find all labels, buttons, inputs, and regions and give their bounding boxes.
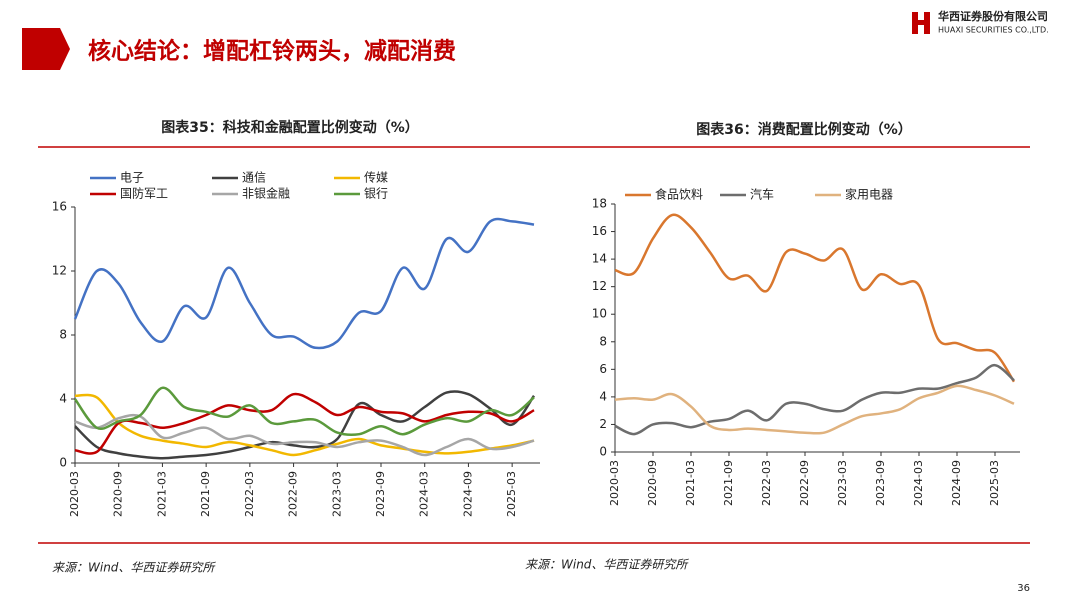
x-tick-label: 2022-03 [760,460,773,506]
x-tick-label: 2024-09 [461,471,474,517]
logo-icon [924,12,930,34]
x-tick-label: 2024-03 [912,460,925,506]
x-tick-label: 2021-03 [684,460,697,506]
legend-label: 银行 [364,187,388,201]
x-tick-label: 2020-09 [112,471,125,517]
logo-cn: 华西证券股份有限公司 [938,9,1048,23]
y-tick-label: 6 [599,362,607,376]
x-tick-label: 2020-09 [646,460,659,506]
y-tick-label: 16 [52,200,67,214]
x-tick-label: 2023-03 [836,460,849,506]
x-tick-label: 2024-03 [418,471,431,517]
series-line [73,217,535,350]
y-tick-label: 8 [599,334,607,348]
x-tick-label: 2022-09 [287,471,300,517]
y-tick-label: 12 [592,279,607,293]
x-tick-label: 2025-03 [505,471,518,517]
logo-icon [912,12,918,34]
series-line [614,213,1016,383]
x-tick-label: 2024-09 [950,460,963,506]
x-tick-label: 2023-09 [374,471,387,517]
legend-label: 非银金融 [242,186,290,201]
series-line [74,390,536,460]
legend-label: 传媒 [364,170,388,185]
source-note: 来源：Wind、华西证券研究所 [525,558,689,572]
series-line [74,413,535,457]
chart-title: 图表36：消费配置比例变动（%） [696,121,912,138]
legend-label: 汽车 [750,187,774,202]
series-line [614,363,1015,436]
title-notch [60,28,78,70]
x-tick-label: 2020-03 [68,471,81,517]
y-tick-label: 0 [59,456,67,470]
source-note: 来源：Wind、华西证券研究所 [52,561,216,575]
legend-label: 国防军工 [120,186,168,201]
logo-icon [916,20,926,25]
series-line [73,386,535,437]
x-tick-label: 2022-03 [243,471,256,517]
y-tick-label: 12 [52,264,67,278]
page-number: 36 [1017,583,1030,594]
series-line [74,392,535,455]
legend-label: 家用电器 [845,187,893,202]
x-tick-label: 2021-09 [199,471,212,517]
x-tick-label: 2025-03 [988,460,1001,506]
x-tick-label: 2022-09 [798,460,811,506]
legend-label: 通信 [242,171,266,185]
series-line [614,384,1015,435]
y-tick-label: 4 [59,392,67,406]
y-tick-label: 4 [599,389,607,403]
y-tick-label: 8 [59,328,67,342]
y-tick-label: 0 [599,445,607,459]
y-tick-label: 2 [599,417,607,431]
series-line [74,393,535,457]
y-tick-label: 14 [592,252,607,266]
x-tick-label: 2023-03 [330,471,343,517]
slide-title: 核心结论：增配杠铃两头，减配消费 [88,38,456,65]
x-tick-label: 2021-03 [155,471,168,517]
x-tick-label: 2021-09 [722,460,735,506]
y-tick-label: 16 [592,224,607,238]
x-tick-label: 2020-03 [608,460,621,506]
legend-label: 食品饮料 [655,187,703,202]
y-tick-label: 10 [592,307,607,321]
y-tick-label: 18 [592,197,607,211]
legend-label: 电子 [120,171,144,185]
logo-en: HUAXI SECURITIES CO.,LTD. [938,26,1049,35]
x-tick-label: 2023-09 [874,460,887,506]
chart-title: 图表35：科技和金融配置比例变动（%） [161,119,419,136]
